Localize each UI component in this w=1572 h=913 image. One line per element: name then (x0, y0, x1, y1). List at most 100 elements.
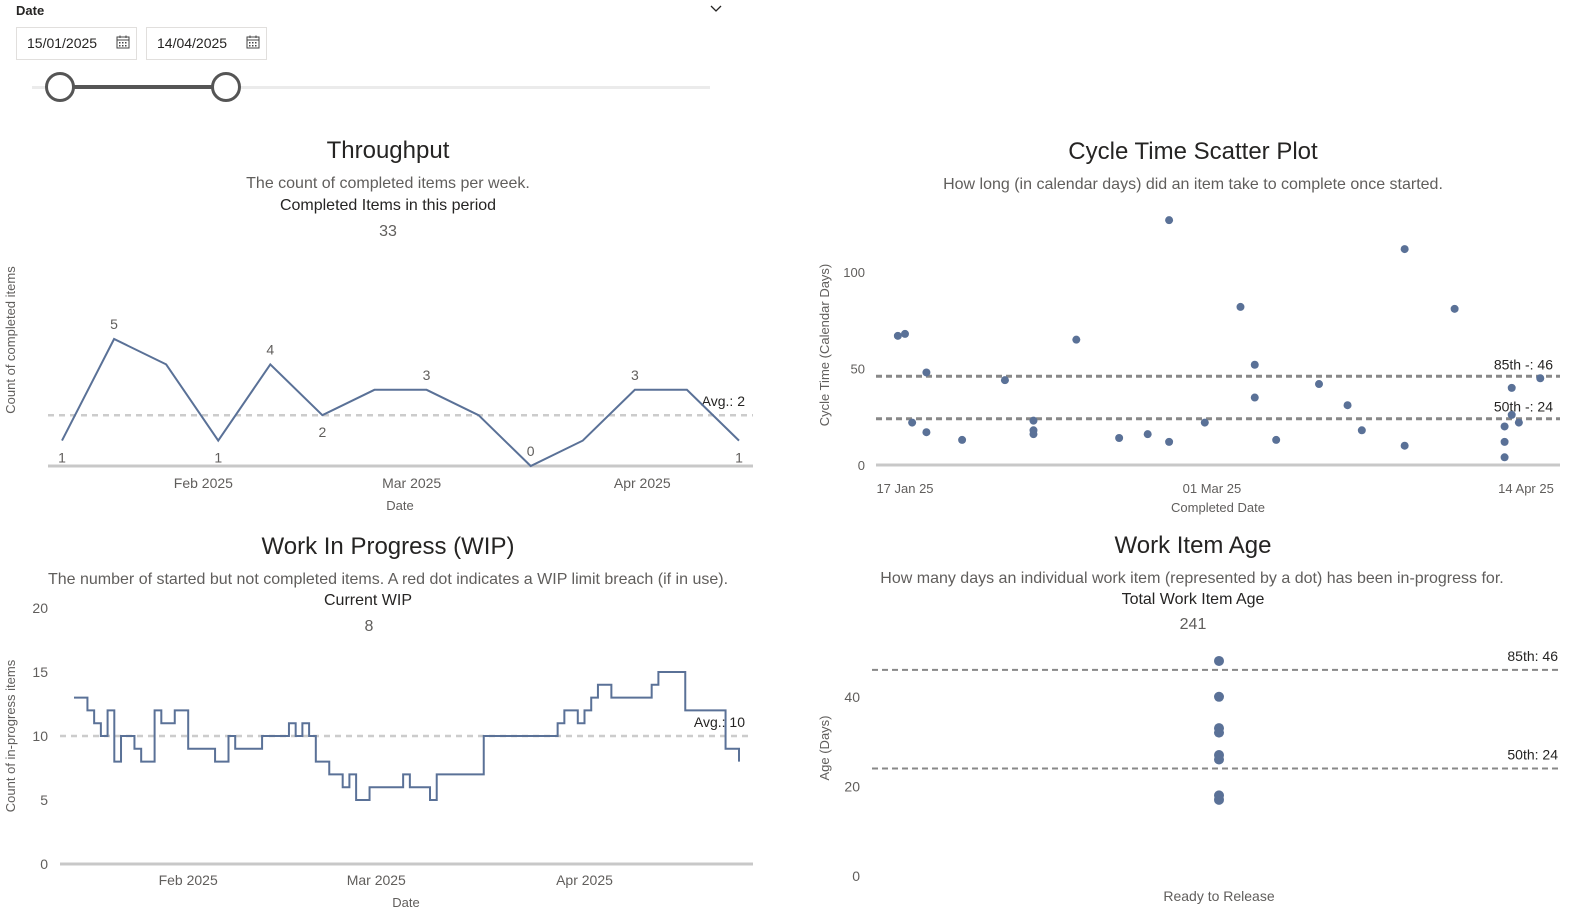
age-subtitle: How many days an individual work item (r… (880, 570, 1504, 587)
x-tick-label: Apr 2025 (614, 475, 671, 491)
data-point (1500, 422, 1509, 431)
wip-step-line (74, 671, 740, 801)
throughput-subtitle: The count of completed items per week. (246, 175, 530, 192)
data-point (1514, 418, 1523, 427)
data-label: 5 (110, 316, 118, 332)
data-point (1250, 360, 1259, 369)
x-tick-label: Feb 2025 (174, 475, 233, 491)
x-axis-title: Date (386, 498, 413, 513)
start-date-input[interactable]: 15/01/2025 (16, 27, 137, 60)
y-tick-label: 40 (844, 689, 860, 705)
data-point (1165, 216, 1174, 225)
data-point (1272, 435, 1281, 444)
range-end-handle[interactable] (211, 72, 241, 102)
data-point (1200, 418, 1209, 427)
data-point (1214, 754, 1224, 765)
y-tick-label: 0 (852, 868, 860, 884)
y-axis-title: Count of in-progress items (3, 659, 18, 812)
cycle-time-chart: 85th -: 46 50th -: 24 0 50 100 17 Jan 25 01 Ma… (817, 216, 1560, 515)
x-tick-label: 17 Jan 25 (876, 481, 933, 496)
end-date-input[interactable]: 14/04/2025 (146, 27, 267, 60)
x-axis-title: Date (392, 895, 419, 910)
x-tick-label: Mar 2025 (382, 475, 441, 491)
y-axis-title: Cycle Time (Calendar Days) (817, 264, 832, 427)
throughput-line (61, 337, 740, 468)
x-tick-label: 01 Mar 25 (1183, 481, 1242, 496)
data-label: 0 (527, 443, 535, 459)
data-point (1250, 393, 1259, 402)
work-item-age-chart: 85th: 46 50th: 24 0 20 40 Ready to Release Age… (817, 648, 1560, 904)
data-point (1143, 430, 1152, 439)
data-label: 4 (266, 341, 274, 357)
average-label: Avg.: 10 (694, 714, 745, 730)
end-date-value: 14/04/2025 (157, 35, 228, 51)
y-tick-label: 0 (40, 856, 48, 872)
data-point (1507, 383, 1516, 392)
y-tick-label: 20 (844, 778, 860, 794)
p85-label: 85th: 46 (1507, 648, 1558, 664)
data-label: 1 (214, 450, 222, 466)
y-tick-label: 20 (32, 600, 48, 616)
data-point (908, 418, 917, 427)
data-point (1536, 374, 1545, 383)
cycle-title: Cycle Time Scatter Plot (1068, 138, 1318, 165)
y-tick-label: 5 (40, 792, 48, 808)
data-point (1029, 430, 1038, 439)
chevron-down-icon[interactable] (708, 2, 724, 16)
data-point (1500, 437, 1509, 446)
wip-chart: Avg.: 10 0 5 10 15 20 Feb 2025 Mar 2025 Apr 2025… (3, 600, 753, 910)
y-tick-label: 10 (32, 728, 48, 744)
data-point (922, 368, 931, 377)
data-point (1214, 794, 1224, 805)
data-point (1115, 434, 1124, 443)
date-range-selected (60, 85, 226, 89)
data-point (1400, 245, 1409, 254)
data-point (901, 329, 909, 338)
wip-subtitle: The number of started but not completed … (47, 571, 729, 588)
y-axis-title: Age (Days) (817, 715, 832, 780)
data-point (922, 428, 931, 437)
y-tick-label: 15 (32, 664, 48, 680)
age-kpi-label: Total Work Item Age (1121, 591, 1265, 608)
data-point (1315, 380, 1323, 389)
range-start-handle[interactable] (45, 72, 75, 102)
average-label: Avg.: 2 (702, 393, 746, 409)
data-label: 1 (58, 450, 66, 466)
x-category-label: Ready to Release (1163, 888, 1275, 904)
data-point (1400, 441, 1409, 450)
wip-kpi-value: 8 (364, 618, 374, 635)
data-point (1507, 410, 1516, 419)
age-title: Work Item Age (1114, 532, 1272, 559)
y-tick-label: 100 (843, 265, 865, 280)
wip-kpi-label: Current WIP (323, 592, 412, 609)
y-tick-label: 50 (851, 362, 865, 377)
data-point (1214, 727, 1224, 738)
data-point (1500, 453, 1509, 462)
data-point (958, 435, 967, 444)
date-range-track[interactable] (32, 86, 710, 89)
x-tick-label: Feb 2025 (159, 872, 218, 888)
x-tick-label: Apr 2025 (556, 872, 613, 888)
data-point (1165, 437, 1174, 446)
p50-label: 50th: 24 (1507, 746, 1558, 762)
start-date-value: 15/01/2025 (27, 35, 98, 51)
calendar-icon[interactable] (246, 35, 260, 49)
p50-label: 50th -: 24 (1494, 399, 1553, 415)
age-kpi-value: 241 (1179, 616, 1207, 633)
data-point (893, 331, 902, 340)
calendar-icon[interactable] (116, 35, 130, 49)
data-label: 3 (631, 367, 639, 383)
data-point (1214, 655, 1224, 666)
data-label: 2 (318, 424, 326, 440)
x-tick-label: 14 Apr 25 (1498, 481, 1554, 496)
x-axis-title: Completed Date (1171, 500, 1265, 515)
y-axis-title: Count of completed items (3, 266, 18, 414)
throughput-chart: Avg.: 2 1 5 1 4 2 3 0 3 1 Feb 2025 Mar 2025 Apr 2025… (3, 266, 753, 513)
data-point (1236, 302, 1245, 311)
data-point (1214, 691, 1224, 702)
data-label: 1 (735, 450, 743, 466)
throughput-kpi-label: Completed Items in this period (279, 197, 497, 214)
data-point (1450, 304, 1459, 313)
data-point (1000, 376, 1009, 385)
